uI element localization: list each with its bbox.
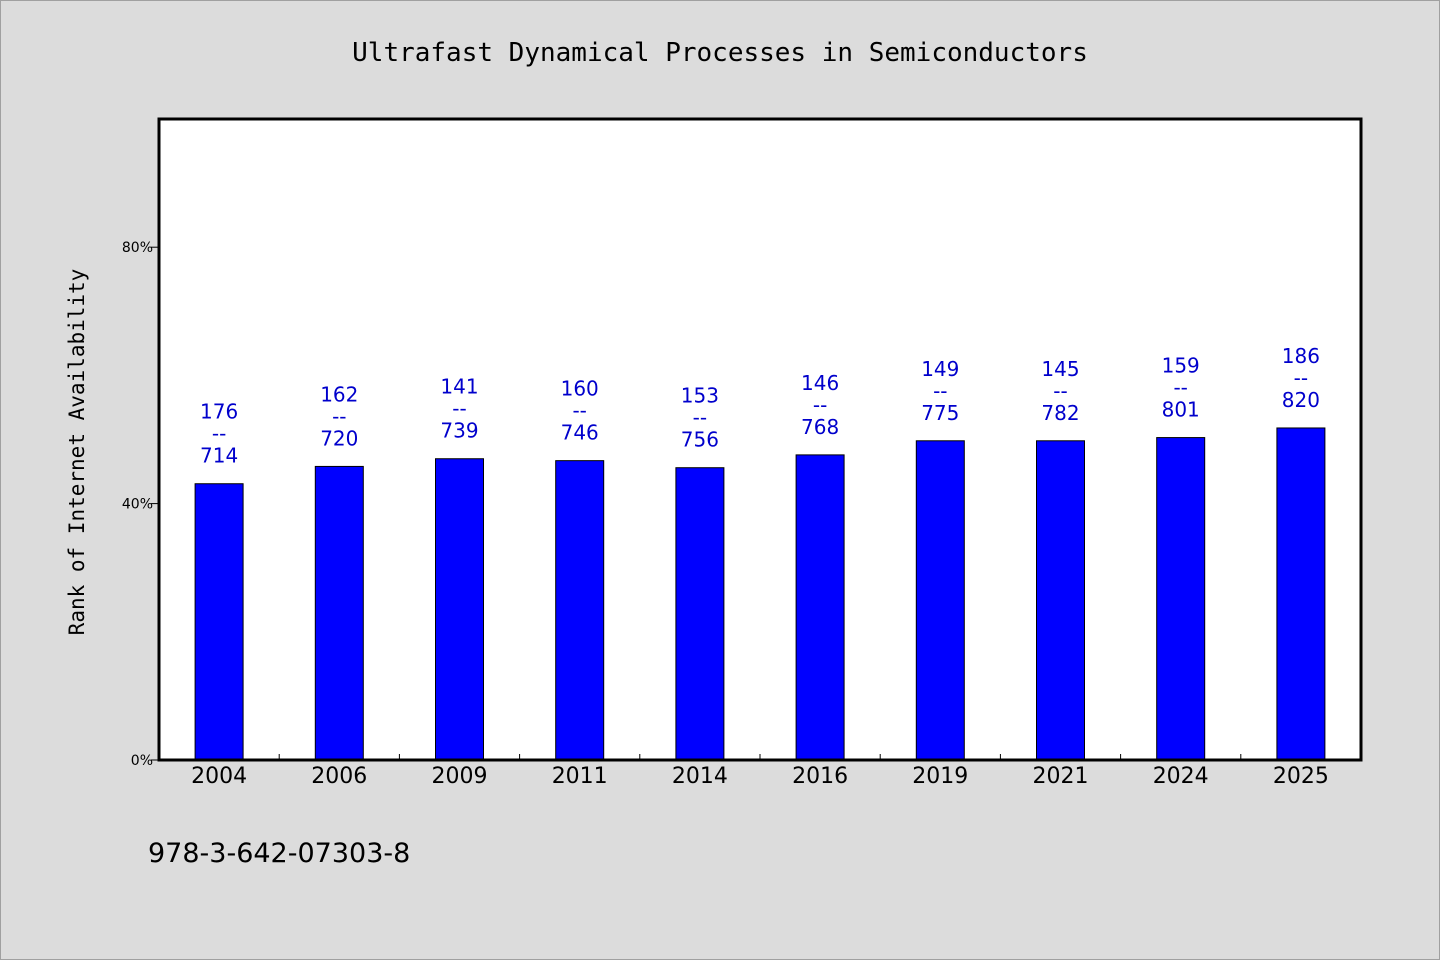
data-label: 714 [200, 444, 238, 468]
y-tick-label: 40% [122, 497, 153, 513]
data-label: 756 [681, 428, 719, 452]
data-label: -- [572, 399, 586, 423]
data-label: 739 [440, 419, 478, 443]
bar [1036, 440, 1085, 761]
data-label: 820 [1282, 388, 1320, 412]
data-label: 149 [921, 357, 959, 381]
data-label: 186 [1282, 344, 1320, 368]
y-tick-label: 80% [122, 240, 153, 256]
data-label: -- [1053, 379, 1067, 403]
x-tick-label: 2021 [1033, 764, 1089, 789]
bar [314, 465, 364, 761]
bar [1156, 437, 1206, 761]
x-tick-label: 2006 [311, 764, 367, 789]
bar [1276, 427, 1326, 761]
bar [555, 460, 605, 761]
x-tick-label: 2004 [191, 764, 247, 789]
x-tick-label: 2019 [912, 764, 968, 789]
data-label: 768 [801, 415, 839, 439]
bar [675, 467, 725, 761]
data-label: -- [452, 397, 466, 421]
bar [435, 458, 484, 761]
data-label: 746 [561, 421, 599, 445]
x-tick-label: 2025 [1273, 764, 1329, 789]
data-label: 801 [1162, 398, 1200, 422]
data-label: -- [332, 404, 346, 428]
plot-border [157, 117, 1363, 762]
bar [915, 440, 965, 761]
data-label: 162 [320, 382, 358, 406]
bar [795, 454, 845, 761]
data-label: -- [1173, 376, 1187, 400]
x-tick-label: 2024 [1153, 764, 1209, 789]
data-label: -- [933, 379, 947, 403]
chart-title: Ultrafast Dynamical Processes in Semicon… [352, 38, 1088, 68]
data-label: 720 [320, 426, 358, 450]
data-label: -- [212, 422, 226, 446]
data-label: 160 [561, 377, 599, 401]
x-tick-label: 2014 [672, 764, 728, 789]
data-label: 141 [440, 375, 478, 399]
bar [194, 483, 244, 761]
data-label: -- [1294, 366, 1308, 390]
y-axis-label: Rank of Internet Availability [65, 269, 89, 636]
data-label: 782 [1041, 401, 1079, 425]
data-label: -- [813, 393, 827, 417]
footer-isbn: 978-3-642-07303-8 [148, 838, 410, 869]
y-tick-label: 0% [131, 753, 153, 769]
x-tick-label: 2016 [792, 764, 848, 789]
data-label: 153 [681, 384, 719, 408]
x-tick-label: 2011 [552, 764, 608, 789]
x-tick-label: 2009 [432, 764, 488, 789]
data-label: -- [693, 406, 707, 430]
data-label: 775 [921, 401, 959, 425]
data-label: 145 [1041, 357, 1079, 381]
data-label: 176 [200, 400, 238, 424]
data-label: 159 [1162, 354, 1200, 378]
data-label: 146 [801, 371, 839, 395]
